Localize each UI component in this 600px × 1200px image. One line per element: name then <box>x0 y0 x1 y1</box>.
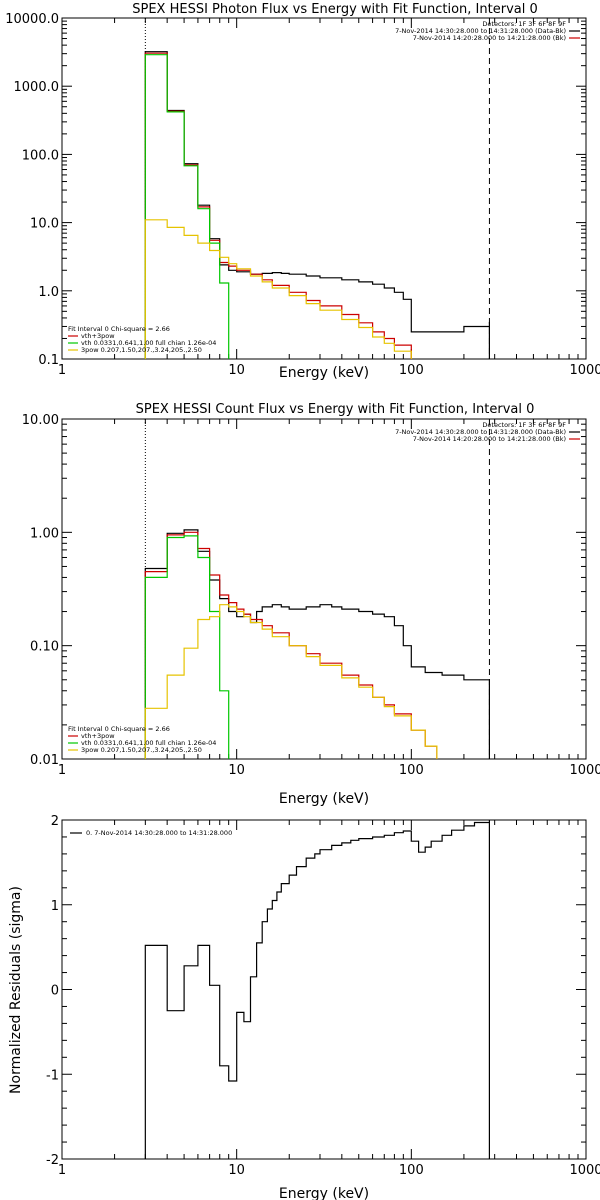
x-tick-label: 1 <box>58 763 66 778</box>
y-tick-label: 0.1 <box>38 353 59 368</box>
legend-top-right: Detectors: 1F 3F 6F 8F 9F7-Nov-2014 14:3… <box>395 20 580 42</box>
legend-detectors: Detectors: 1F 3F 6F 8F 9F <box>482 421 566 429</box>
x-tick-label: 10 <box>228 763 245 778</box>
y-tick-label: -2 <box>46 1153 59 1168</box>
x-axis-label: Energy (keV) <box>279 1186 369 1200</box>
legend-entry-label: 3pow 0.207,1.50,207.,3.24,205.,2.50 <box>81 746 202 754</box>
x-axis-label: Energy (keV) <box>279 791 369 807</box>
legend-bottom-left: Fit Interval 0 Chi-square = 2.66vth+3pow… <box>68 325 216 354</box>
x-axis: 1 10 100 1000 <box>58 18 600 378</box>
y-tick-label: 10000.0 <box>5 12 59 27</box>
vertical-markers <box>144 18 490 359</box>
legend-fit-header: Fit Interval 0 Chi-square = 2.66 <box>68 325 170 333</box>
x-tick-label: 1000 <box>569 1163 600 1178</box>
x-tick-label: 1000 <box>569 763 600 778</box>
x-axis-label: Energy (keV) <box>279 365 369 381</box>
series-line-3 <box>144 219 412 360</box>
y-tick-label: 10.0 <box>30 217 59 232</box>
series-line-0 <box>144 51 490 360</box>
series-line-0 <box>144 820 490 1160</box>
y-tick-label: 1.0 <box>38 285 59 300</box>
series-group <box>144 51 490 360</box>
x-axis: 1 10 100 1000 <box>58 419 600 778</box>
legend-entry-label: 7-Nov-2014 14:30:28.000 to 14:31:28.000 … <box>395 27 566 35</box>
y-tick-label: 0.10 <box>30 640 59 655</box>
count-flux-panel: SPEX HESSI Count Flux vs Energy with Fit… <box>22 402 600 807</box>
legend-detectors: Detectors: 1F 3F 6F 8F 9F <box>482 20 566 28</box>
series-group <box>144 529 490 760</box>
series-group <box>144 820 490 1160</box>
y-axis: 0.01 0.10 1.00 10.00 <box>22 413 586 768</box>
y-tick-label: 1000.0 <box>14 80 60 95</box>
y-axis: 0.1 1.0 10.0 100.0 1000.0 10000.0 <box>5 12 586 368</box>
x-tick-label: 100 <box>399 363 424 378</box>
legend: 0. 7-Nov-2014 14:30:28.000 to 14:31:28.0… <box>70 829 232 837</box>
chart-title: SPEX HESSI Photon Flux vs Energy with Fi… <box>132 2 538 17</box>
legend-entry-label: 7-Nov-2014 14:20:28.000 to 14:21:28.000 … <box>413 435 566 443</box>
plot-frame <box>61 418 587 760</box>
legend-entry-label: 0. 7-Nov-2014 14:30:28.000 to 14:31:28.0… <box>86 829 232 837</box>
photon-flux-panel: SPEX HESSI Photon Flux vs Energy with Fi… <box>5 2 600 381</box>
legend-entry-label: vth+3pow <box>81 332 115 340</box>
series-line-3 <box>144 604 438 760</box>
y-tick-label: 0.01 <box>30 753 59 768</box>
series-line-2 <box>144 54 230 360</box>
y-axis: -2 -1 0 1 2 <box>46 814 586 1168</box>
legend-entry-label: vth+3pow <box>81 732 115 740</box>
series-line-0 <box>144 529 490 760</box>
y-axis-label: Normalized Residuals (sigma) <box>8 886 24 1094</box>
vertical-markers <box>144 419 490 759</box>
x-axis: 1 10 100 1000 <box>58 820 600 1178</box>
series-line-2 <box>144 535 230 760</box>
y-tick-label: 0 <box>51 984 59 999</box>
legend-entry-label: vth 0.0331,0.641,1.00 full chian 1.26e-0… <box>81 739 216 747</box>
y-tick-label: 2 <box>51 814 59 829</box>
legend-top-right: Detectors: 1F 3F 6F 8F 9F7-Nov-2014 14:3… <box>395 421 580 443</box>
plot-frame <box>61 819 587 1160</box>
legend-entry-label: 7-Nov-2014 14:20:28.000 to 14:21:28.000 … <box>413 34 566 42</box>
x-tick-label: 10 <box>228 1163 245 1178</box>
y-tick-label: 1.00 <box>30 526 59 541</box>
y-tick-label: -1 <box>46 1068 59 1083</box>
legend-entry-label: 7-Nov-2014 14:30:28.000 to 14:31:28.000 … <box>395 428 566 436</box>
x-tick-label: 100 <box>399 1163 424 1178</box>
chart-title: SPEX HESSI Count Flux vs Energy with Fit… <box>136 402 535 417</box>
x-tick-label: 1 <box>58 1163 66 1178</box>
x-tick-label: 10 <box>228 363 245 378</box>
y-tick-label: 10.00 <box>22 413 59 428</box>
plot-frame <box>61 17 587 360</box>
x-tick-label: 100 <box>399 763 424 778</box>
y-tick-label: 100.0 <box>22 148 59 163</box>
legend-fit-header: Fit Interval 0 Chi-square = 2.66 <box>68 725 170 733</box>
legend-bottom-left: Fit Interval 0 Chi-square = 2.66vth+3pow… <box>68 725 216 754</box>
legend-entry-label: 3pow 0.207,1.50,207.,3.24,205.,2.50 <box>81 346 202 354</box>
residuals-panel: 1 10 100 1000 -2 -1 0 1 2 0. 7-Nov-2014 14:30:2… <box>8 814 600 1200</box>
y-tick-label: 1 <box>51 899 59 914</box>
x-tick-label: 1 <box>58 363 66 378</box>
legend-entry-label: vth 0.0331,0.641,1.00 full chian 1.26e-0… <box>81 339 216 347</box>
series-line-1 <box>144 52 412 360</box>
x-tick-label: 1000 <box>569 363 600 378</box>
